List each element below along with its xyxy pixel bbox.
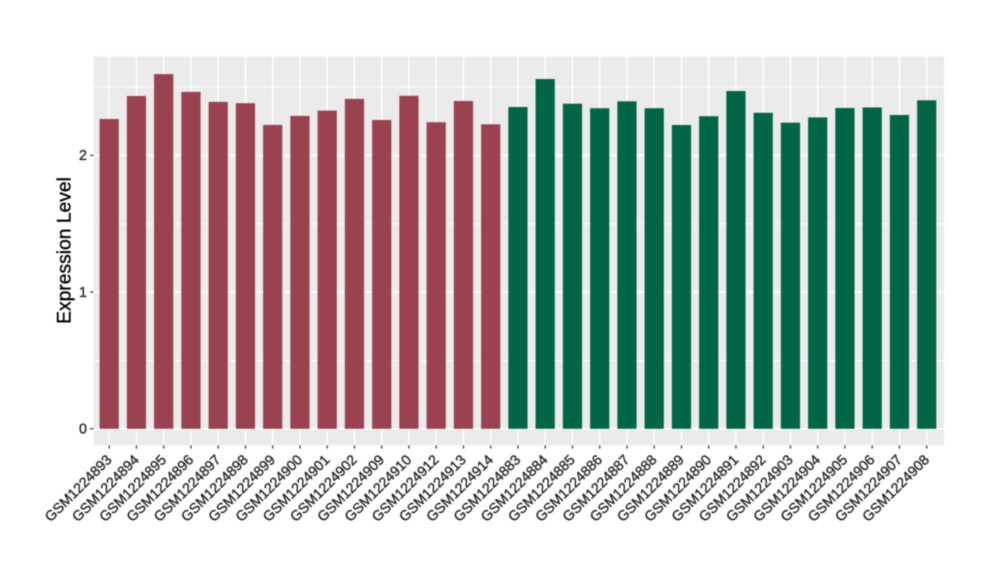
svg-text:2: 2: [79, 148, 87, 164]
svg-text:Expression Level: Expression Level: [54, 177, 75, 324]
svg-text:1: 1: [79, 285, 87, 301]
svg-text:0: 0: [79, 422, 87, 438]
